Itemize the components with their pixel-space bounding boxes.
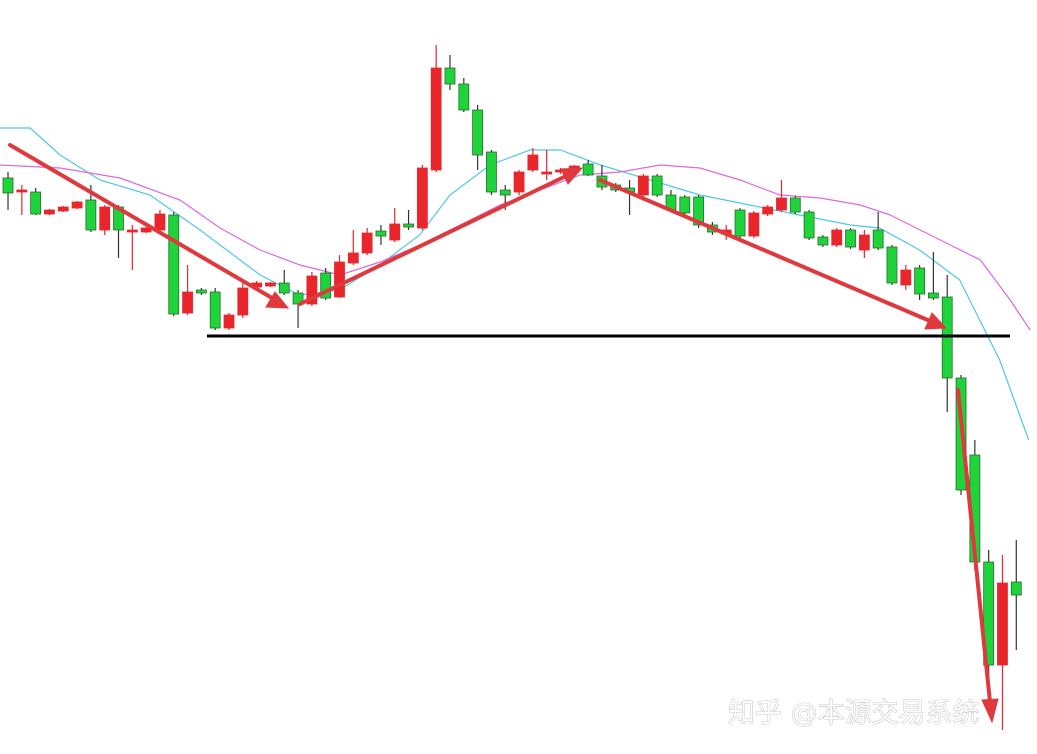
candle-body — [278, 282, 290, 294]
candle-body — [403, 223, 414, 228]
candle-body — [347, 252, 359, 264]
candle-body — [762, 206, 774, 215]
candle-body — [886, 246, 898, 284]
candle-body — [914, 267, 925, 295]
candle-body — [582, 163, 594, 176]
candle-body — [16, 189, 28, 193]
arrow — [8, 143, 274, 300]
candle-body — [872, 229, 884, 249]
candle-body — [223, 314, 235, 329]
candle-body — [748, 212, 760, 237]
candle-body — [679, 196, 691, 214]
candle-body — [541, 171, 553, 175]
moving-average — [0, 164, 1031, 331]
candle-body — [513, 171, 525, 193]
candle-body — [57, 206, 69, 212]
candle-body — [444, 67, 456, 85]
arrow — [598, 178, 932, 323]
candle-body — [375, 230, 387, 237]
candle-body — [734, 209, 746, 237]
candle-body — [527, 154, 539, 171]
candle-body — [997, 582, 1008, 666]
candle-body — [900, 269, 912, 286]
candle-body — [334, 261, 345, 298]
watermark: 知乎 @本源交易系统 — [728, 698, 980, 729]
candle-body — [85, 199, 97, 231]
candle-body — [486, 151, 497, 193]
candle-body — [320, 272, 332, 299]
candle-body — [817, 236, 829, 246]
arrowhead — [981, 698, 999, 724]
arrowhead — [560, 167, 584, 185]
candle-body — [858, 234, 870, 251]
candle-body — [458, 83, 470, 111]
candle-body — [71, 201, 83, 209]
candle-body — [776, 197, 787, 211]
candle-body — [472, 109, 484, 156]
candle-body — [237, 287, 249, 316]
candle-body — [154, 213, 166, 231]
candle-body — [499, 189, 511, 196]
candle-body — [928, 292, 939, 299]
candle-body — [1010, 581, 1022, 596]
candle-body — [306, 275, 318, 305]
candle-body — [637, 175, 649, 196]
candle-body — [209, 291, 221, 329]
arrow — [298, 174, 568, 306]
candle-body — [182, 291, 193, 314]
ma-lines — [0, 127, 1031, 441]
candle-body — [361, 232, 373, 254]
moving-average — [0, 127, 1030, 441]
arrowhead — [924, 312, 948, 330]
candle-body — [693, 196, 705, 226]
trend-arrows — [8, 143, 999, 724]
candle-body — [789, 197, 801, 213]
candle-body — [195, 289, 207, 294]
arrow — [956, 388, 992, 704]
candle-body — [831, 229, 843, 246]
candle-body — [389, 223, 401, 241]
candle-body — [983, 561, 995, 666]
candle-body — [845, 229, 856, 248]
candles — [2, 45, 1022, 730]
candle-body — [416, 167, 428, 229]
candle-body — [803, 211, 815, 239]
arrowhead — [265, 291, 290, 309]
candle-body — [168, 214, 180, 315]
candle-body — [265, 282, 276, 287]
candle-body — [651, 175, 663, 196]
candle-body — [140, 227, 152, 233]
candle-body — [30, 191, 42, 215]
candle-body — [430, 67, 442, 171]
candle-body — [99, 206, 111, 231]
candle-body — [2, 177, 14, 194]
candle-body — [126, 229, 138, 233]
candle-body — [44, 209, 55, 215]
